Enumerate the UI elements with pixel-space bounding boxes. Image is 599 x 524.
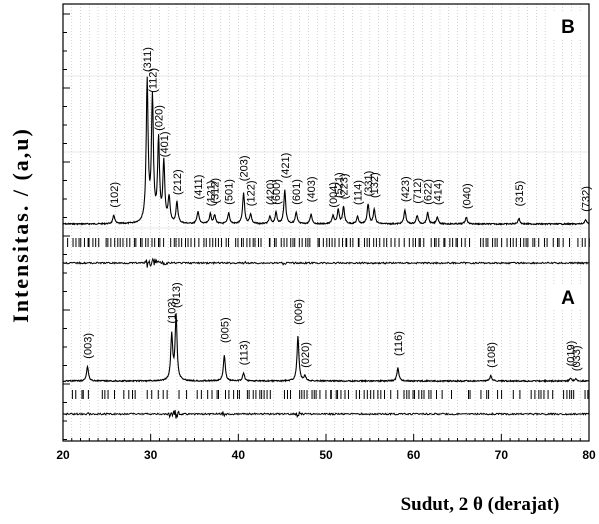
peak-label: (501) <box>224 179 236 205</box>
peak-label: (132) <box>369 172 381 198</box>
peak-label: (033) <box>571 345 583 371</box>
peak-label: (112) <box>147 68 159 93</box>
peak-label: (411) <box>193 175 205 200</box>
peak-label: (403) <box>306 177 318 203</box>
x-tick-label: 60 <box>407 448 421 462</box>
peak-label: (601) <box>291 179 303 205</box>
peak-label: (732) <box>581 186 593 212</box>
peak-label: (331) <box>363 171 375 197</box>
y-axis-label: Intensitas. / (a,u) <box>8 127 33 323</box>
peak-label: (020) <box>154 105 166 131</box>
panel-label-box <box>548 284 588 310</box>
peak-label: (622) <box>423 179 435 205</box>
peak-label: (121) <box>205 181 217 207</box>
bragg-ticks <box>67 238 590 247</box>
peak-label: (420) <box>265 179 277 205</box>
x-tick-label: 30 <box>144 448 158 462</box>
panel-label: A <box>561 288 575 309</box>
x-tick-label: 20 <box>56 448 70 462</box>
peak-label: (004) <box>328 182 340 208</box>
grid-lines <box>63 4 589 441</box>
diffraction-pattern <box>62 313 590 383</box>
panel-a: (003) (103)(013) (005) (113) (006) (020) (116)… <box>62 282 590 419</box>
panel-label-box <box>548 13 588 39</box>
peak-label: (311) <box>142 47 154 72</box>
peak-label: (312) <box>210 178 222 204</box>
panel-b: (102) (311)(112) (020)(401)(212) (411) (121)… <box>62 13 593 268</box>
diffraction-pattern <box>62 76 590 226</box>
peak-label: (315) <box>514 181 526 207</box>
x-axis: 20 30 40 50 60 70 80 <box>56 434 596 462</box>
difference-curve <box>62 409 590 419</box>
peak-label: (003) <box>83 333 95 359</box>
peak-label: (006) <box>293 299 305 325</box>
peak-label: (122) <box>246 181 258 207</box>
y-axis-ticks <box>63 13 70 440</box>
peak-label: (013) <box>171 282 183 308</box>
peak-label: (108) <box>486 342 498 368</box>
peak-label: (414) <box>432 179 444 205</box>
peak-label: (114) <box>353 180 365 205</box>
peak-label: (113) <box>239 340 251 365</box>
peak-label: (020) <box>300 342 312 368</box>
x-tick-label: 40 <box>232 448 246 462</box>
x-tick-label: 70 <box>495 448 509 462</box>
peak-label: (116) <box>393 331 405 356</box>
panel-label: B <box>561 17 575 38</box>
peak-label: (019) <box>566 341 578 367</box>
peak-label: (600) <box>271 179 283 205</box>
peak-label: (223) <box>339 174 351 200</box>
difference-curve <box>62 257 590 268</box>
peak-label: (102) <box>109 182 121 208</box>
x-axis-label: Sudut, 2 θ (derajat) <box>401 494 560 515</box>
peak-label: (521) <box>333 172 345 198</box>
peak-label: (712) <box>412 178 424 204</box>
peak-label: (203) <box>239 156 251 182</box>
peak-label: (005) <box>219 317 231 343</box>
peak-label: (401) <box>159 132 171 158</box>
peak-label: (103) <box>167 298 179 324</box>
x-tick-label: 80 <box>582 448 596 462</box>
peak-label: (040) <box>461 183 473 209</box>
x-tick-label: 50 <box>319 448 333 462</box>
peak-label: (212) <box>172 169 184 195</box>
peak-label: (423) <box>400 176 412 202</box>
bragg-ticks <box>71 390 589 399</box>
peak-label: (421) <box>280 153 292 179</box>
